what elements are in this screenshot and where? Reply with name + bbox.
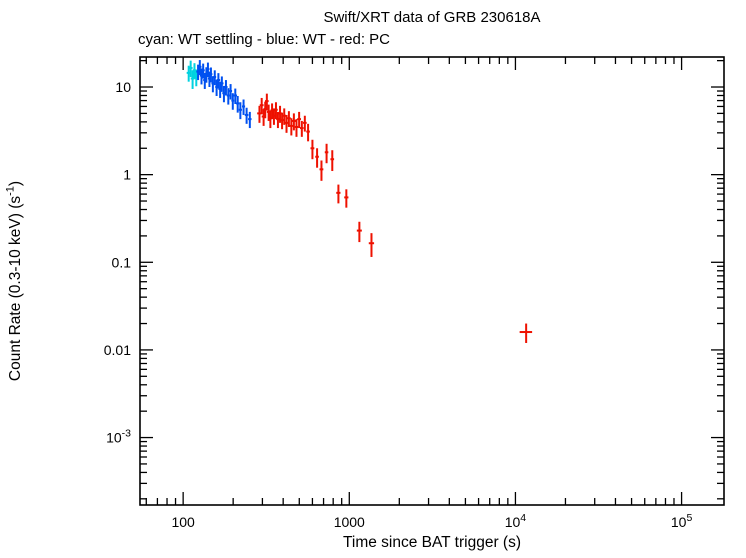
data-point bbox=[226, 88, 230, 105]
data-point bbox=[306, 123, 310, 142]
series-wt bbox=[196, 60, 252, 129]
data-point bbox=[299, 120, 304, 137]
data-point bbox=[209, 67, 213, 83]
x-axis-label: Time since BAT trigger (s) bbox=[343, 534, 521, 551]
data-point bbox=[319, 160, 324, 181]
data-point bbox=[302, 115, 307, 132]
x-tick-label: 1000 bbox=[334, 514, 365, 530]
data-point bbox=[284, 114, 289, 133]
data-point bbox=[315, 148, 319, 168]
data-point bbox=[265, 93, 269, 111]
data-point bbox=[224, 80, 228, 96]
data-point bbox=[289, 118, 294, 136]
data-point bbox=[324, 143, 329, 164]
data-point bbox=[213, 70, 217, 86]
data-point bbox=[241, 99, 246, 115]
data-point bbox=[220, 76, 224, 92]
data-point bbox=[233, 88, 238, 104]
x-tick-label: 105 bbox=[671, 512, 693, 530]
data-point bbox=[206, 62, 210, 78]
data-point bbox=[291, 113, 296, 131]
y-tick-label: 0.01 bbox=[104, 342, 131, 358]
data-point bbox=[235, 95, 240, 113]
data-point bbox=[259, 97, 264, 115]
data-point bbox=[287, 111, 291, 127]
data-point bbox=[344, 189, 349, 208]
chart-series bbox=[186, 60, 533, 343]
data-point bbox=[188, 60, 193, 78]
data-point bbox=[231, 93, 235, 110]
data-point bbox=[336, 184, 341, 204]
data-point bbox=[248, 111, 252, 129]
data-point bbox=[274, 102, 278, 120]
chart-subtitle: cyan: WT settling - blue: WT - red: PC bbox=[138, 31, 390, 48]
x-axis-tick-labels: 100 1000 104 105 bbox=[171, 512, 692, 530]
data-point bbox=[330, 150, 335, 172]
y-tick-label: 1 bbox=[123, 167, 131, 183]
series-wt-settling bbox=[186, 60, 199, 89]
x-tick-label: 104 bbox=[505, 512, 527, 530]
x-tick-label: 100 bbox=[171, 514, 195, 530]
data-point bbox=[368, 233, 375, 257]
y-axis-label: Count Rate (0.3-10 keV) (s-1) bbox=[4, 181, 24, 381]
y-tick-label: 0.1 bbox=[112, 254, 132, 270]
y-axis-tick-labels: 10 1 0.1 0.01 10-3 bbox=[104, 79, 131, 446]
y-tick-label: 10-3 bbox=[106, 428, 131, 446]
data-point bbox=[198, 60, 202, 76]
data-point bbox=[297, 111, 301, 129]
data-point bbox=[519, 323, 533, 343]
data-point bbox=[310, 139, 315, 160]
chart-title: Swift/XRT data of GRB 230618A bbox=[323, 9, 540, 26]
data-point bbox=[229, 84, 233, 100]
data-point bbox=[356, 221, 362, 243]
series-pc bbox=[257, 93, 533, 343]
plot-frame bbox=[139, 56, 725, 506]
data-point bbox=[201, 63, 205, 79]
data-point bbox=[238, 102, 242, 120]
data-point bbox=[216, 73, 221, 89]
axis-tick-marks bbox=[140, 57, 724, 505]
data-point bbox=[282, 108, 287, 125]
y-tick-label: 10 bbox=[115, 79, 131, 95]
data-point bbox=[244, 107, 249, 124]
data-point bbox=[294, 119, 299, 137]
